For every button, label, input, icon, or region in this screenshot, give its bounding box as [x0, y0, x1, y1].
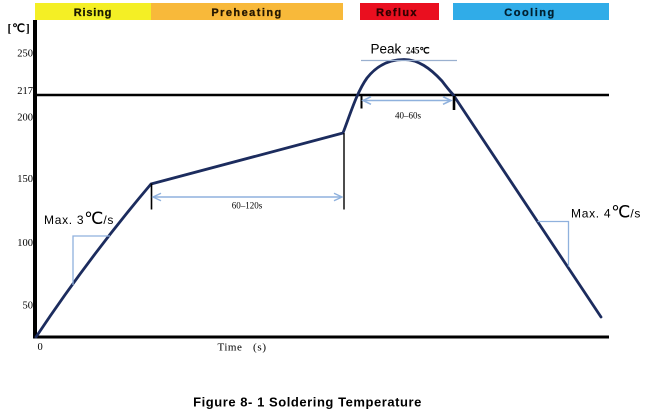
svg-text:40–60s: 40–60s — [395, 111, 422, 121]
svg-text:100: 100 — [17, 238, 33, 249]
svg-text:Max. 4℃/s: Max. 4℃/s — [571, 203, 641, 222]
svg-text:(s): (s) — [253, 342, 267, 354]
svg-text:50: 50 — [23, 301, 34, 312]
svg-text:Figure 8- 1 Soldering Temperat: Figure 8- 1 Soldering Temperature — [193, 395, 422, 410]
svg-text:200: 200 — [17, 113, 33, 124]
svg-text:150: 150 — [17, 174, 33, 185]
svg-text:Cooling: Cooling — [504, 7, 555, 19]
svg-text:245℃: 245℃ — [406, 46, 430, 56]
svg-text:Peak: Peak — [371, 42, 402, 57]
svg-text:0: 0 — [38, 342, 43, 353]
svg-text:Time: Time — [218, 342, 243, 354]
svg-text:60–120s: 60–120s — [232, 201, 263, 211]
svg-text:[℃]: [℃] — [8, 22, 31, 35]
svg-text:217: 217 — [17, 86, 33, 97]
svg-text:Preheating: Preheating — [211, 7, 282, 19]
svg-text:Reflux: Reflux — [376, 7, 418, 19]
svg-text:Rising: Rising — [74, 7, 112, 19]
svg-text:250: 250 — [17, 49, 33, 60]
svg-text:Max. 3℃/s: Max. 3℃/s — [44, 209, 114, 228]
